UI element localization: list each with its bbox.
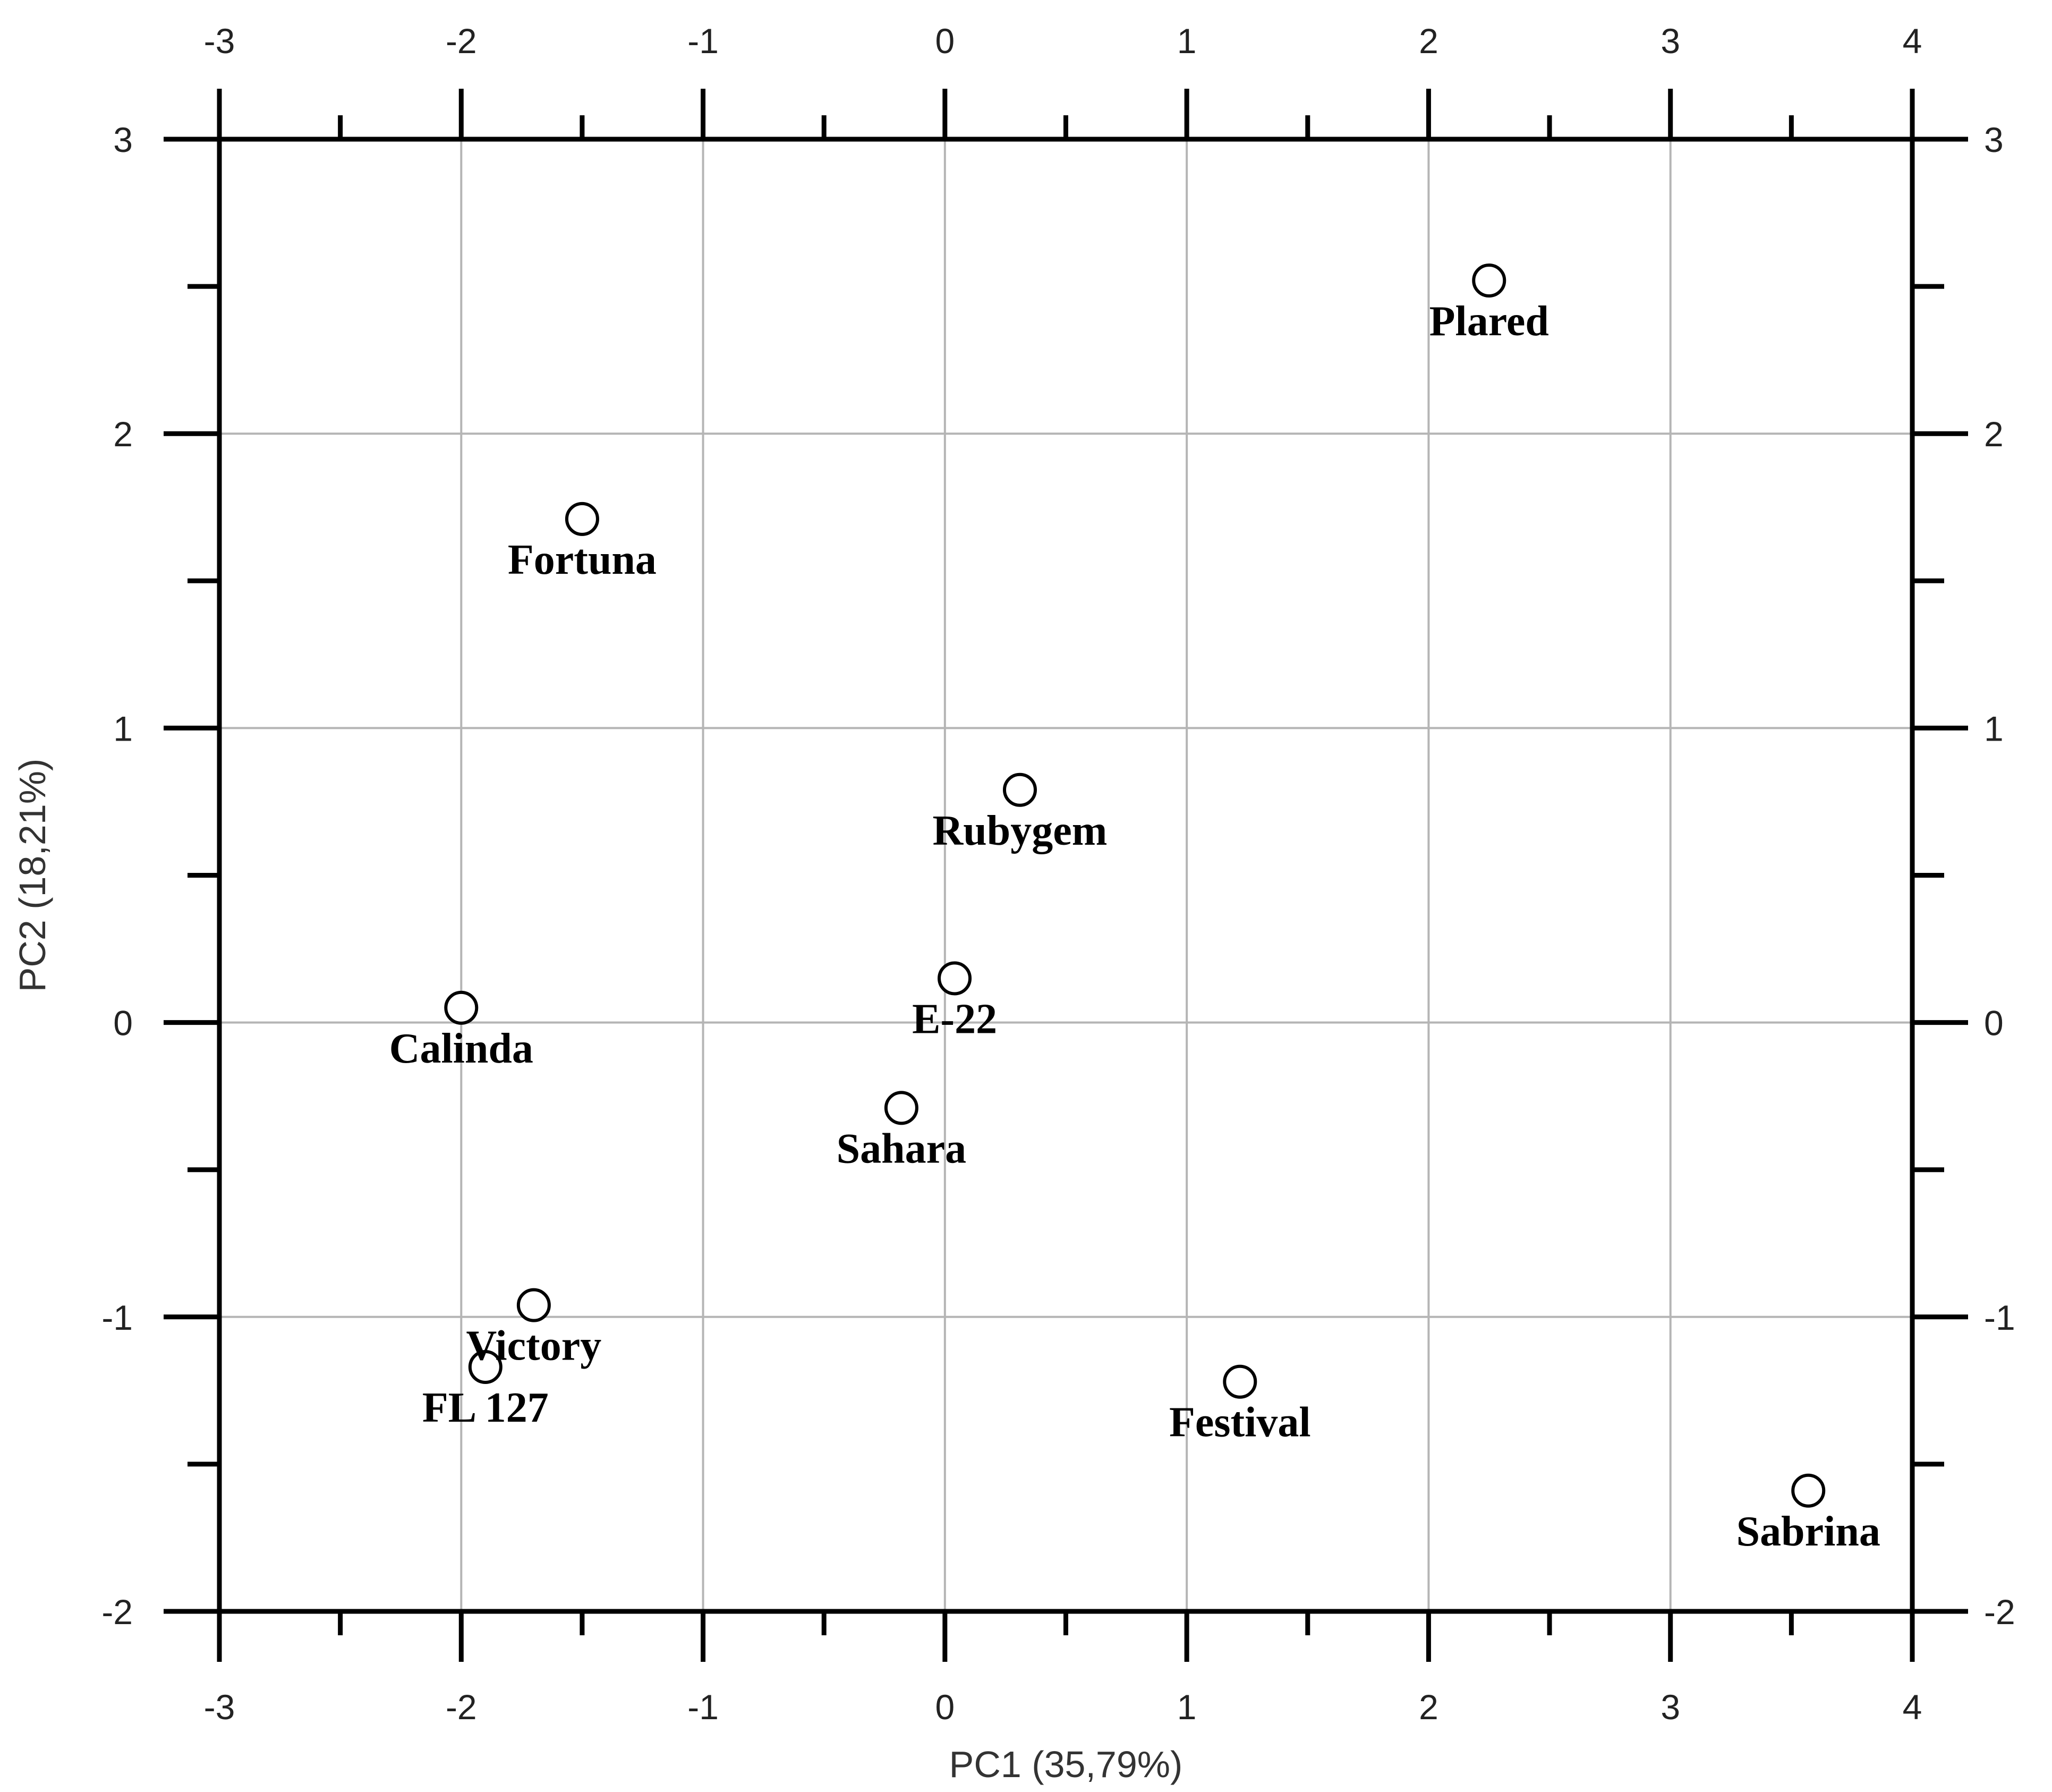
data-point-label: Sahara — [837, 1125, 967, 1172]
data-point-label: Fortuna — [508, 537, 657, 583]
x-tick-label-bottom: 4 — [1903, 1687, 1922, 1727]
y-tick-label-left: 3 — [113, 120, 133, 159]
x-tick-label-bottom: 3 — [1661, 1687, 1680, 1727]
data-point-label: Sabrina — [1736, 1508, 1880, 1555]
y-tick-label-right: -2 — [1984, 1592, 2015, 1632]
y-tick-label-left: 2 — [113, 414, 133, 454]
x-tick-label-top: -1 — [687, 21, 719, 61]
y-axis-title: PC2 (18,21%) — [12, 759, 53, 992]
data-point — [884, 1091, 918, 1125]
x-tick-label-top: 2 — [1419, 21, 1438, 61]
data-point-label: Plared — [1429, 298, 1549, 345]
y-tick-label-left: -2 — [101, 1592, 133, 1632]
data-point — [1223, 1364, 1257, 1399]
data-point — [938, 961, 972, 996]
y-tick-label-right: 1 — [1984, 709, 2004, 748]
x-tick-label-top: -3 — [204, 21, 235, 61]
data-point — [565, 502, 599, 536]
point-labels: Plared Fortuna Rubygem E-22 Calinda Sahara Vic… — [389, 298, 1880, 1555]
data-points — [444, 264, 1826, 1508]
x-tick-label-top: 4 — [1903, 21, 1922, 61]
x-tick-label-bottom: -1 — [687, 1687, 719, 1727]
tick-labels: -3 -3 -2 -2 -1 -1 0 0 1 1 2 2 3 3 4 4 -2 -2 -1 -1 0 0 1 1 2 2 3 3 — [101, 21, 2015, 1727]
y-tick-label-left: 0 — [113, 1004, 133, 1043]
data-point-label: FL 127 — [422, 1385, 549, 1431]
x-tick-label-bottom: 2 — [1419, 1687, 1438, 1727]
data-point-label: Rubygem — [933, 808, 1108, 854]
data-point — [516, 1288, 551, 1322]
y-tick-label-right: 3 — [1984, 120, 2004, 159]
y-tick-label-left: -1 — [101, 1298, 133, 1337]
x-tick-label-top: -2 — [446, 21, 477, 61]
data-point — [444, 990, 479, 1025]
data-point-label: Calinda — [389, 1025, 533, 1072]
x-axis-title: PC1 (35,79%) — [949, 1744, 1183, 1785]
x-tick-label-bottom: -3 — [204, 1687, 235, 1727]
data-point-label: Victory — [466, 1323, 602, 1370]
x-tick-label-bottom: 0 — [935, 1687, 955, 1727]
x-tick-label-bottom: -2 — [446, 1687, 477, 1727]
data-point — [468, 1350, 503, 1385]
x-tick-label-top: 3 — [1661, 21, 1680, 61]
data-point — [1002, 772, 1037, 807]
data-point-label: E-22 — [912, 996, 997, 1042]
y-tick-label-left: 1 — [113, 709, 133, 748]
x-tick-label-top: 0 — [935, 21, 955, 61]
y-tick-label-right: -1 — [1984, 1298, 2015, 1337]
y-tick-label-right: 2 — [1984, 414, 2004, 454]
data-point — [1472, 264, 1506, 298]
x-tick-label-bottom: 1 — [1177, 1687, 1197, 1727]
data-point — [1791, 1473, 1826, 1508]
axes — [164, 89, 1968, 1662]
data-point-label: Festival — [1169, 1399, 1311, 1446]
x-tick-label-top: 1 — [1177, 21, 1197, 61]
y-tick-label-right: 0 — [1984, 1004, 2004, 1043]
